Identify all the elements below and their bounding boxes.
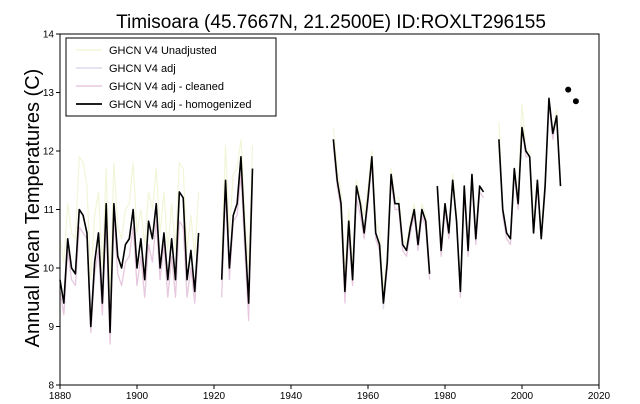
y-tick-label: 12 [43,147,55,158]
y-axis-label: Annual Mean Temperatures (C) [22,69,44,348]
legend-label-adj: GHCN V4 adj [109,63,176,75]
series-homogenized-line-4 [498,97,562,240]
legend: GHCN V4 Unadjusted GHCN V4 adj GHCN V4 a… [65,37,277,117]
x-tick-label: 2020 [588,391,611,402]
legend-box [65,37,277,117]
y-axis: 8 9 10 11 12 13 14 [43,30,60,392]
x-axis: 1880 1900 1920 1940 1960 1980 2000 2020 [49,385,611,402]
legend-entry-homogenized: GHCN V4 adj - homogenized [76,99,251,111]
legend-label-homogenized: GHCN V4 adj - homogenized [109,99,251,111]
series-unadjusted-line-0 [59,156,200,292]
y-tick-label: 13 [43,88,55,99]
y-tick-label: 8 [48,381,54,392]
x-tick-label: 1940 [280,391,303,402]
y-tick-label: 14 [43,30,55,41]
series-homogenized-line-3 [436,173,485,293]
x-tick-label: 1980 [434,391,457,402]
series-layer [59,97,562,345]
y-tick-label: 10 [43,264,55,275]
series-homogenized-line-2 [332,139,431,304]
x-tick-label: 2000 [511,391,534,402]
x-tick-label: 1880 [49,391,72,402]
y-tick-label: 11 [44,205,55,216]
series-homogenized-line-1 [220,156,254,304]
series-unadjusted-line-1 [221,138,254,269]
series-homogenized-line-0 [59,191,200,334]
legend-entry-unadjusted: GHCN V4 Unadjusted [76,45,217,57]
chart-title: Timisoara (45.7667N, 21.2500E) ID:ROXLT2… [116,12,546,33]
x-tick-label: 1920 [203,391,226,402]
legend-label-cleaned: GHCN V4 adj - cleaned [109,81,224,93]
legend-label-unadjusted: GHCN V4 Unadjusted [109,45,217,57]
x-tick-label: 1900 [126,391,149,402]
y-tick-label: 9 [48,322,54,333]
x-tick-label: 1960 [357,391,380,402]
points-layer [565,86,579,105]
data-point-0 [565,86,572,93]
legend-entry-cleaned: GHCN V4 adj - cleaned [76,81,224,93]
data-point-1 [572,98,579,105]
series-cleaned-line-0 [59,214,200,345]
legend-entry-adj: GHCN V4 adj [76,63,176,75]
